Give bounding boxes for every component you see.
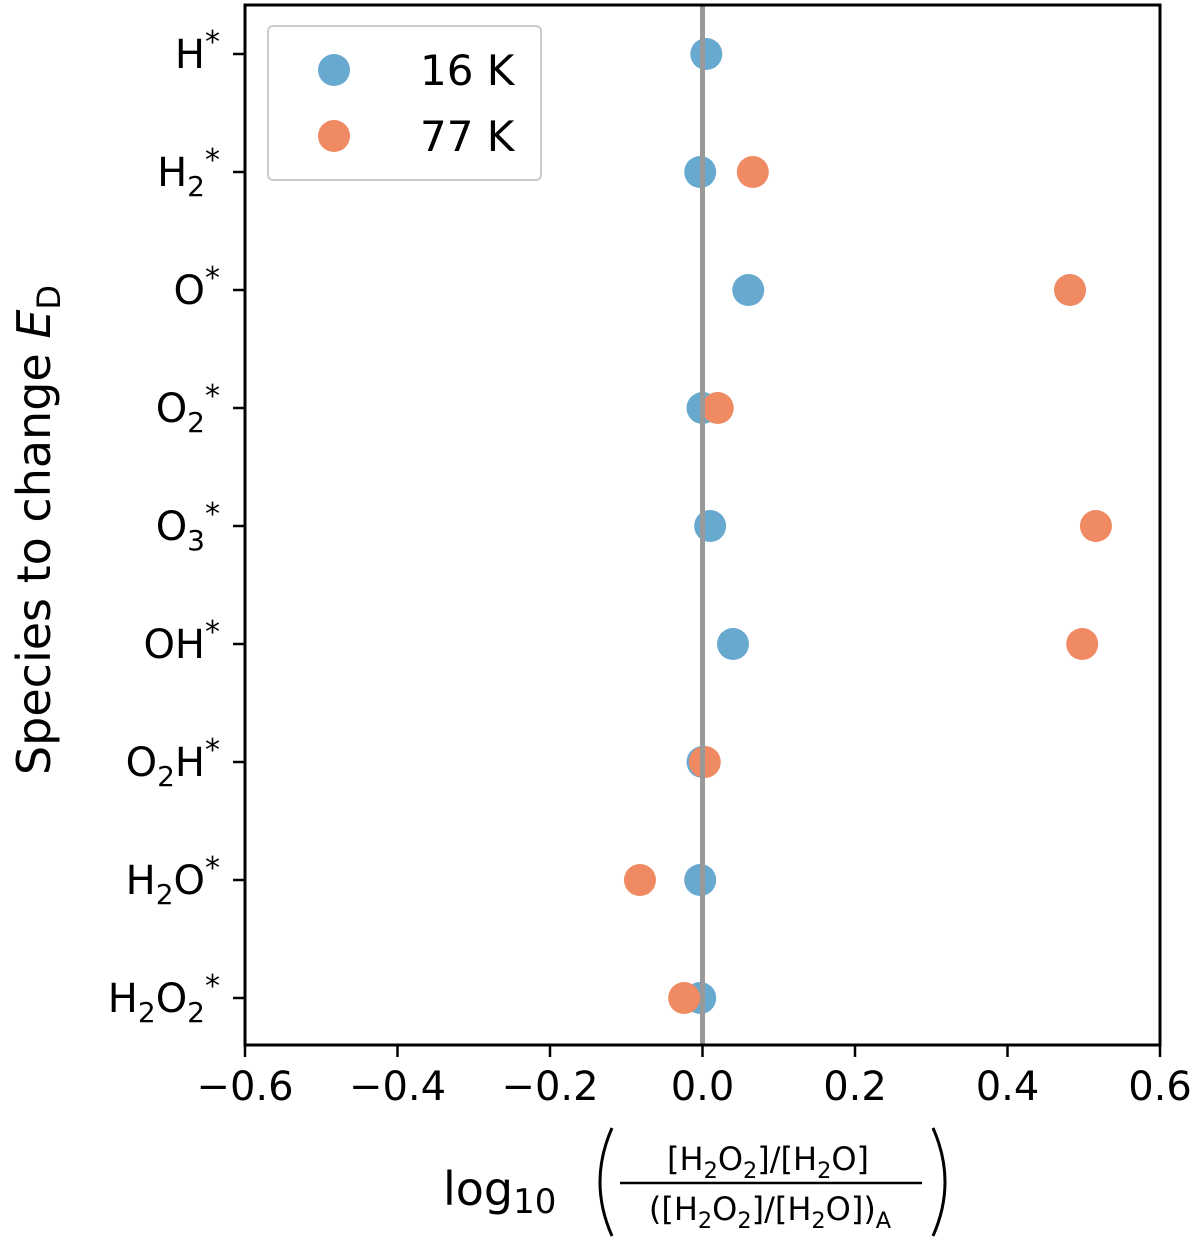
y-tick-label-text: OH (143, 622, 205, 668)
legend-label: 77 K (420, 112, 516, 161)
y-tick-label: H2​O*​ (126, 851, 220, 911)
y-axis-label-variable: E (7, 310, 61, 339)
x-tick-label: 0.0 (671, 1064, 735, 1110)
y-tick-label-superscript: * (205, 143, 220, 178)
legend-label: 16 K (420, 46, 516, 95)
y-tick-label-text: H (126, 858, 156, 904)
y-tick-label-text: O (156, 976, 187, 1022)
x-tick-label: 0.6 (1128, 1064, 1192, 1110)
y-tick-label: O2​*​ (156, 379, 220, 439)
data-point-77k (736, 156, 769, 188)
data-point-77k (701, 392, 734, 424)
y-tick-label-text: H (157, 150, 187, 196)
x-label-numerator-text: O] (831, 1140, 869, 1178)
x-label-numerator-subscript: 2 (743, 1158, 757, 1184)
y-tick-label-superscript: * (205, 497, 220, 532)
x-label-numerator-text: ]/[H (757, 1140, 817, 1178)
x-label-denominator: ([H2​O2​]/[H2​O])A​ (649, 1190, 892, 1234)
right-paren (931, 1127, 947, 1237)
x-label-denominator-subscript: 2 (698, 1208, 712, 1234)
y-tick-label-subscript: 2 (138, 996, 156, 1029)
y-tick-label-text: O (156, 504, 187, 550)
x-label-denominator-text: ([H (649, 1190, 698, 1228)
y-tick-label-superscript: * (205, 851, 220, 886)
data-point-77k (1054, 274, 1087, 306)
y-tick-label-text: O (156, 386, 187, 432)
x-tick-label: −0.2 (501, 1064, 598, 1110)
y-tick-label: H2​O2​*​ (108, 969, 220, 1029)
y-tick-label-superscript: * (205, 261, 220, 296)
data-point-16k (690, 38, 723, 70)
y-tick-label-text: O (174, 268, 205, 314)
data-point-77k (623, 864, 656, 896)
legend-marker (318, 54, 350, 86)
x-label-numerator: [H2​O2​]/[H2​O] (667, 1140, 869, 1184)
legend-marker (318, 120, 350, 152)
y-tick-label-subscript: 2 (156, 878, 174, 911)
y-tick-label: O*​ (174, 261, 220, 314)
y-tick-label: H*​ (175, 25, 220, 78)
y-tick-label-text: H (108, 976, 138, 1022)
x-label-denominator-subscript: 2 (811, 1208, 825, 1234)
data-point-16k (732, 274, 765, 306)
left-paren (598, 1127, 614, 1237)
y-tick-label-subscript: 2 (187, 170, 205, 203)
legend: 16 K 77 K (267, 25, 542, 181)
x-label-numerator-subscript: 2 (817, 1158, 831, 1184)
data-point-77k (1079, 510, 1112, 542)
y-tick-label-subscript: 2 (157, 760, 175, 793)
y-tick-label-superscript: * (205, 615, 220, 650)
x-label-denominator-text: O]) (826, 1190, 876, 1228)
y-tick-label-superscript: * (205, 733, 220, 768)
y-tick-label: O2​H*​ (126, 733, 220, 793)
y-tick-label: OH*​ (143, 615, 220, 668)
y-axis-label-subscript: D (30, 285, 68, 310)
x-label-denominator-subscript: 2 (737, 1208, 751, 1234)
y-tick-label: O3​*​ (156, 497, 220, 557)
y-tick-label-superscript: * (205, 969, 220, 1004)
x-tick-label: −0.4 (349, 1064, 446, 1110)
y-axis-label: Species to change ED (7, 285, 68, 775)
x-label-log: log10 (443, 1162, 556, 1222)
y-tick-label: H2​*​ (157, 143, 220, 203)
y-tick-label-superscript: * (205, 379, 220, 414)
y-tick-label-superscript: * (205, 25, 220, 60)
x-label-numerator-text: O (718, 1140, 743, 1178)
x-label-denominator-text: ]/[H (752, 1190, 812, 1228)
x-tick-label: 0.2 (823, 1064, 887, 1110)
x-label-denominator-subscript: A (876, 1208, 892, 1234)
y-tick-label-text: H (175, 740, 205, 786)
x-tick-label: 0.4 (976, 1064, 1040, 1110)
y-tick-label-subscript: 3 (187, 524, 205, 557)
y-tick-label-text: O (174, 858, 205, 904)
x-tick-label: −0.6 (196, 1064, 293, 1110)
data-point-16k (717, 628, 749, 660)
data-point-16k (694, 510, 727, 542)
x-label-denominator-text: O (712, 1190, 737, 1228)
y-tick-label-subscript: 2 (187, 996, 205, 1029)
y-tick-label-text: O (126, 740, 157, 786)
x-label-numerator-text: [H (667, 1140, 704, 1178)
data-point-77k (1066, 628, 1099, 660)
y-tick-label-subscript: 2 (187, 406, 205, 439)
x-label-numerator-subscript: 2 (704, 1158, 718, 1184)
y-axis-label-text: Species to change (7, 339, 61, 775)
data-point-77k (668, 982, 701, 1014)
x-axis-label: log10 [H2​O2​]/[H2​O] ([H2​O2​]/[H2​O])A​ (443, 1127, 947, 1237)
y-tick-label-text: H (175, 32, 205, 78)
